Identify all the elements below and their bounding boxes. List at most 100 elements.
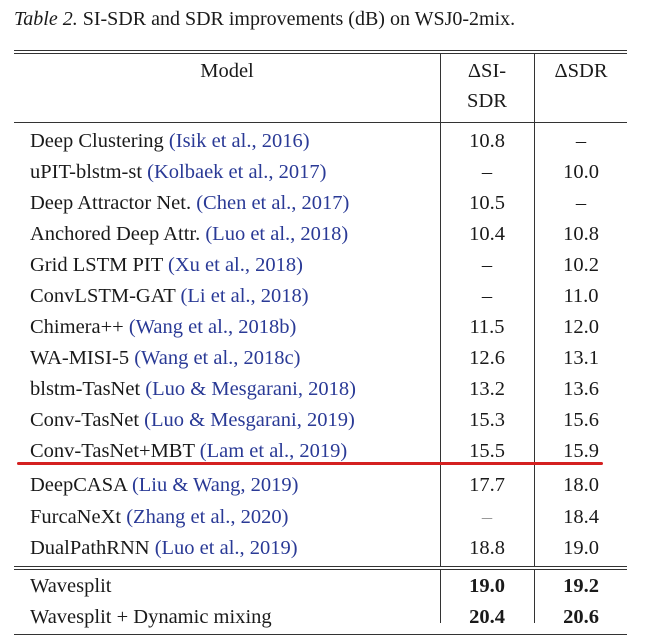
sdr-cell: 18.0 [563, 474, 599, 496]
citation: (Li et al., 2018) [180, 285, 309, 307]
sdr-cell: 11.0 [563, 285, 599, 307]
citation: (Kolbaek et al., 2017) [147, 161, 327, 183]
model-cell: Conv-TasNet (Luo & Mesgarani, 2019) [30, 405, 355, 436]
model-cell: ConvLSTM-GAT (Li et al., 2018) [30, 281, 309, 312]
column-divider-a-final [440, 569, 441, 623]
model-name: Wavesplit [30, 575, 112, 597]
si-sdr-cell: 15.5 [469, 440, 505, 462]
citation: (Wang et al., 2018b) [128, 316, 297, 338]
citation: (Luo & Mesgarani, 2019) [144, 409, 355, 431]
si-sdr-cell: 20.4 [469, 606, 505, 628]
si-sdr-cell: 19.0 [469, 575, 505, 597]
model-name: Deep Clustering [30, 130, 164, 152]
citation: (Liu & Wang, 2019) [131, 474, 299, 496]
table-row: blstm-TasNet (Luo & Mesgarani, 2018) 13.… [14, 374, 627, 405]
table-row: Anchored Deep Attr. (Luo et al., 2018) 1… [14, 219, 627, 250]
caption-label: Table 2. [14, 8, 78, 30]
table-row: Grid LSTM PIT (Xu et al., 2018) – 10.2 [14, 250, 627, 281]
citation: (Luo et al., 2019) [154, 537, 298, 559]
header-si-sdr-line2: SDR [467, 90, 507, 112]
si-sdr-cell: 17.7 [469, 474, 505, 496]
model-cell: Grid LSTM PIT (Xu et al., 2018) [30, 250, 303, 281]
model-name: Grid LSTM PIT [30, 254, 163, 276]
model-cell: WA-MISI-5 (Wang et al., 2018c) [30, 343, 300, 374]
model-name: Anchored Deep Attr. [30, 223, 201, 245]
sdr-cell: 19.0 [563, 537, 599, 559]
header-sdr: ΔSDR [554, 60, 608, 82]
caption-text: SI-SDR and SDR improvements (dB) on WSJ0… [77, 8, 516, 30]
si-sdr-cell: – [481, 285, 493, 307]
si-sdr-cell: 11.5 [469, 316, 505, 338]
table-row: Chimera++ (Wang et al., 2018b) 11.5 12.0 [14, 312, 627, 343]
header-rule [14, 122, 627, 123]
citation: (Chen et al., 2017) [196, 192, 350, 214]
sdr-cell: 15.6 [563, 409, 599, 431]
si-sdr-cell: – [481, 161, 493, 183]
top-rule [14, 50, 627, 51]
citation: (Zhang et al., 2020) [126, 506, 289, 528]
sdr-cell: 18.4 [563, 506, 599, 528]
table-row: Conv-TasNet+MBT (Lam et al., 2019) 15.5 … [14, 436, 627, 467]
model-name: blstm-TasNet [30, 378, 141, 400]
model-cell: Anchored Deep Attr. (Luo et al., 2018) [30, 219, 348, 250]
column-divider-a [440, 53, 441, 566]
model-name: Conv-TasNet [30, 409, 140, 431]
si-sdr-cell: 15.3 [469, 409, 505, 431]
top-rule-2 [14, 53, 627, 54]
model-cell: Conv-TasNet+MBT (Lam et al., 2019) [30, 436, 347, 467]
sdr-cell: 12.0 [563, 316, 599, 338]
sdr-cell: – [575, 130, 587, 152]
model-cell: FurcaNeXt (Zhang et al., 2020) [30, 502, 288, 533]
table-row: Deep Attractor Net. (Chen et al., 2017) … [14, 188, 627, 219]
sdr-cell: 13.1 [563, 347, 599, 369]
table-row: DualPathRNN (Luo et al., 2019) 18.8 19.0 [14, 533, 627, 564]
table-row: Conv-TasNet (Luo & Mesgarani, 2019) 15.3… [14, 405, 627, 436]
table-row: Wavesplit + Dynamic mixing 20.4 20.6 [14, 602, 627, 633]
header-model: Model [200, 60, 254, 82]
sdr-cell: 10.8 [563, 223, 599, 245]
model-name: DeepCASA [30, 474, 127, 496]
table-row: WA-MISI-5 (Wang et al., 2018c) 12.6 13.1 [14, 343, 627, 374]
table-row: Wavesplit 19.0 19.2 [14, 571, 627, 602]
model-name: Deep Attractor Net. [30, 192, 192, 214]
sdr-cell: 20.6 [563, 606, 599, 628]
model-name: ConvLSTM-GAT [30, 285, 176, 307]
model-name: DualPathRNN [30, 537, 150, 559]
table-row: FurcaNeXt (Zhang et al., 2020) – 18.4 [14, 502, 627, 533]
bottom-rule [14, 634, 627, 635]
column-divider-b-final [534, 569, 535, 623]
citation: (Wang et al., 2018c) [134, 347, 301, 369]
model-cell: uPIT-blstm-st (Kolbaek et al., 2017) [30, 157, 326, 188]
model-name: Conv-TasNet+MBT [30, 440, 195, 462]
citation: (Luo et al., 2018) [205, 223, 349, 245]
model-cell: Deep Clustering (Isik et al., 2016) [30, 126, 310, 157]
table-row: ConvLSTM-GAT (Li et al., 2018) – 11.0 [14, 281, 627, 312]
model-name: uPIT-blstm-st [30, 161, 143, 183]
table-row: DeepCASA (Liu & Wang, 2019) 17.7 18.0 [14, 470, 627, 501]
citation: (Lam et al., 2019) [199, 440, 348, 462]
si-sdr-cell: 10.4 [469, 223, 505, 245]
sdr-cell: 10.0 [563, 161, 599, 183]
wavesplit-rule-2 [14, 569, 627, 570]
sdr-cell: 10.2 [563, 254, 599, 276]
model-name: Wavesplit + Dynamic mixing [30, 606, 272, 628]
si-sdr-cell: – [481, 506, 493, 528]
sdr-cell: 19.2 [563, 575, 599, 597]
si-sdr-cell: 12.6 [469, 347, 505, 369]
model-cell: DualPathRNN (Luo et al., 2019) [30, 533, 298, 564]
citation: (Isik et al., 2016) [168, 130, 310, 152]
table-row: uPIT-blstm-st (Kolbaek et al., 2017) – 1… [14, 157, 627, 188]
si-sdr-cell: – [481, 254, 493, 276]
citation: (Luo & Mesgarani, 2018) [145, 378, 356, 400]
si-sdr-cell: 10.5 [469, 192, 505, 214]
table-caption: Table 2. SI-SDR and SDR improvements (dB… [14, 8, 515, 31]
model-name: WA-MISI-5 [30, 347, 130, 369]
sdr-cell: 13.6 [563, 378, 599, 400]
si-sdr-cell: 10.8 [469, 130, 505, 152]
column-divider-b [534, 53, 535, 566]
wavesplit-rule [14, 566, 627, 567]
model-name: FurcaNeXt [30, 506, 122, 528]
model-cell: Chimera++ (Wang et al., 2018b) [30, 312, 296, 343]
sdr-cell: 15.9 [563, 440, 599, 462]
table-row: Deep Clustering (Isik et al., 2016) 10.8… [14, 126, 627, 157]
